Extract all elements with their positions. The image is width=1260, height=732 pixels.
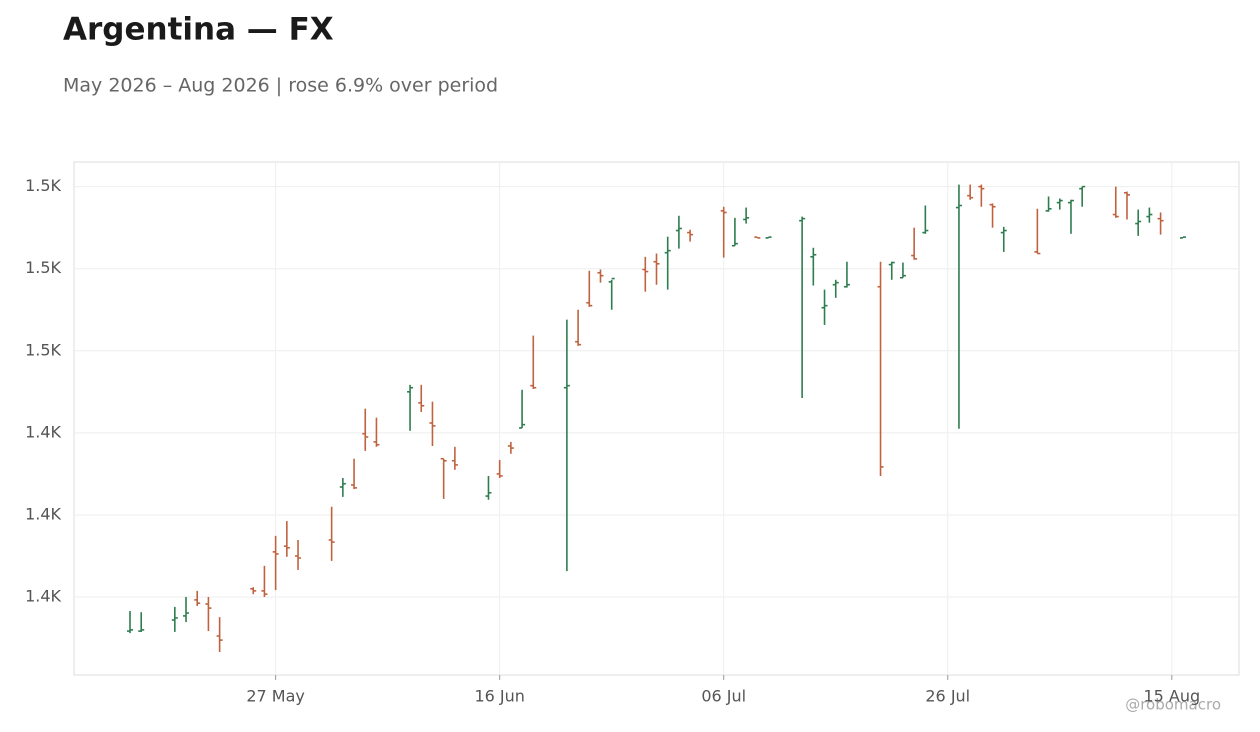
y-tick-label: 1.5K xyxy=(25,176,61,195)
y-tick-label: 1.5K xyxy=(25,340,61,359)
x-tick-label: 16 Jun xyxy=(474,687,524,706)
chart-title: Argentina — FX xyxy=(63,12,334,48)
x-tick-label: 06 Jul xyxy=(701,687,746,706)
y-tick-label: 1.5K xyxy=(25,258,61,277)
y-tick-label: 1.4K xyxy=(25,587,61,606)
x-tick-label: 26 Jul xyxy=(925,687,970,706)
y-tick-label: 1.4K xyxy=(25,422,61,441)
x-tick-label: 15 Aug xyxy=(1143,687,1200,706)
plot-area xyxy=(73,161,1240,676)
chart-subtitle: May 2026 – Aug 2026 | rose 6.9% over per… xyxy=(63,75,498,97)
x-tick-label: 27 May xyxy=(246,687,305,706)
y-tick-label: 1.4K xyxy=(25,504,61,523)
watermark: @robomacro xyxy=(1125,696,1221,714)
